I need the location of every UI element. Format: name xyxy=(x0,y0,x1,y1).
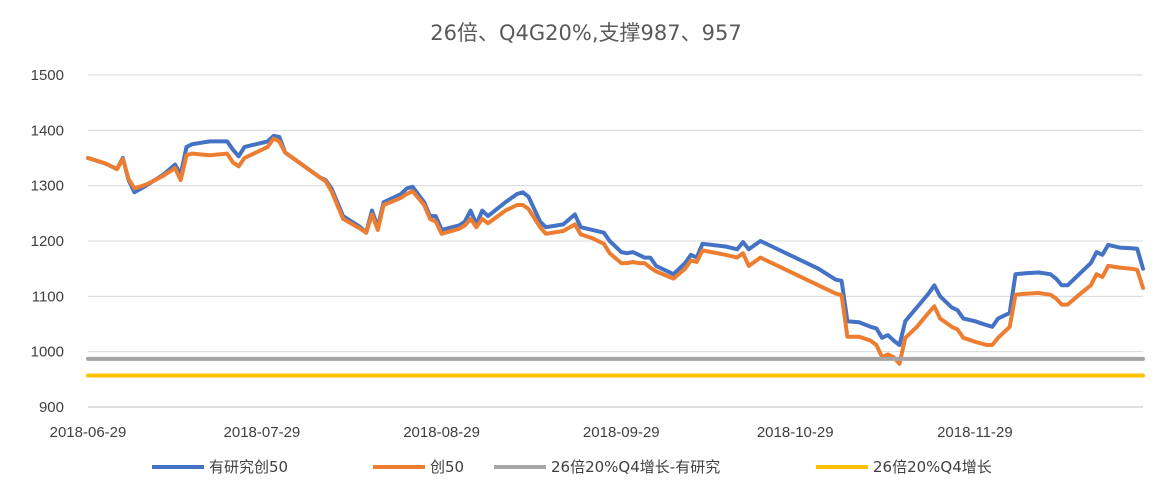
legend-label-2: 创50 xyxy=(430,458,464,476)
y-tick-label: 1000 xyxy=(31,344,64,361)
y-axis-ticks: 900 1000 1100 1200 1300 1400 1500 xyxy=(31,67,64,416)
y-tick-label: 1100 xyxy=(32,288,64,305)
series-lines xyxy=(86,133,1145,378)
series-line-1 xyxy=(86,133,1145,347)
y-tick-label: 1500 xyxy=(31,67,64,84)
x-tick-label: 2018-06-29 xyxy=(50,424,127,441)
x-tick-label: 2018-11-29 xyxy=(937,424,1013,441)
y-tick-label: 1300 xyxy=(31,178,64,195)
x-tick-label: 2018-08-29 xyxy=(403,424,480,441)
legend-label-4: 26倍20%Q4增长 xyxy=(873,458,992,476)
legend-label-1: 有研究创50 xyxy=(209,458,288,476)
y-tick-label: 1400 xyxy=(31,122,64,139)
x-tick-label: 2018-07-29 xyxy=(224,424,301,441)
series-line-2 xyxy=(86,136,1145,366)
x-tick-label: 2018-09-29 xyxy=(583,424,660,441)
legend: 有研究创50 创50 26倍20%Q4增长-有研究 26倍20%Q4增长 xyxy=(152,458,992,476)
legend-label-3: 26倍20%Q4增长-有研究 xyxy=(551,458,720,476)
y-tick-label: 900 xyxy=(39,399,64,416)
y-tick-label: 1200 xyxy=(31,233,64,250)
gridlines xyxy=(88,74,1143,408)
x-tick-label: 2018-10-29 xyxy=(757,424,834,441)
x-axis-ticks: 2018-06-29 2018-07-29 2018-08-29 2018-09-29… xyxy=(50,424,1013,441)
chart-title: 26倍、Q4G20%,支撑987、957 xyxy=(430,21,741,45)
